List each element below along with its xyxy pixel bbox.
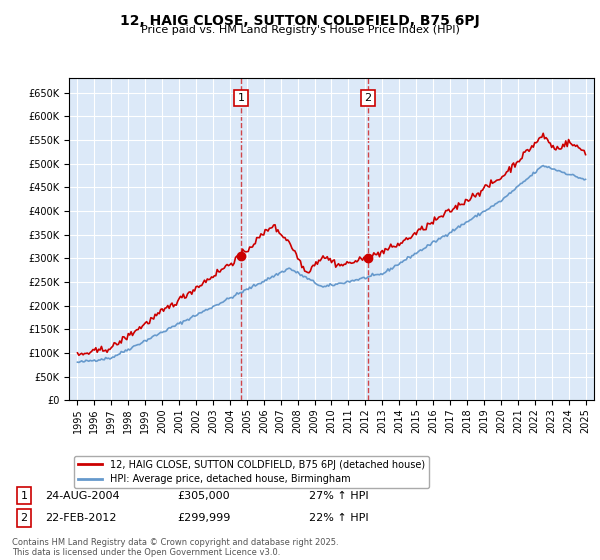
Text: 27% ↑ HPI: 27% ↑ HPI [309, 491, 368, 501]
Text: 24-AUG-2004: 24-AUG-2004 [45, 491, 119, 501]
Text: 12, HAIG CLOSE, SUTTON COLDFIELD, B75 6PJ: 12, HAIG CLOSE, SUTTON COLDFIELD, B75 6P… [120, 14, 480, 28]
Legend: 12, HAIG CLOSE, SUTTON COLDFIELD, B75 6PJ (detached house), HPI: Average price, : 12, HAIG CLOSE, SUTTON COLDFIELD, B75 6P… [74, 456, 429, 488]
Text: 22% ↑ HPI: 22% ↑ HPI [309, 513, 368, 523]
Text: 2: 2 [20, 513, 28, 523]
Text: 1: 1 [20, 491, 28, 501]
Text: Price paid vs. HM Land Registry's House Price Index (HPI): Price paid vs. HM Land Registry's House … [140, 25, 460, 35]
Text: 1: 1 [238, 93, 244, 103]
Text: 22-FEB-2012: 22-FEB-2012 [45, 513, 116, 523]
Text: Contains HM Land Registry data © Crown copyright and database right 2025.
This d: Contains HM Land Registry data © Crown c… [12, 538, 338, 557]
Text: £305,000: £305,000 [177, 491, 230, 501]
Text: 2: 2 [364, 93, 371, 103]
Text: £299,999: £299,999 [177, 513, 230, 523]
